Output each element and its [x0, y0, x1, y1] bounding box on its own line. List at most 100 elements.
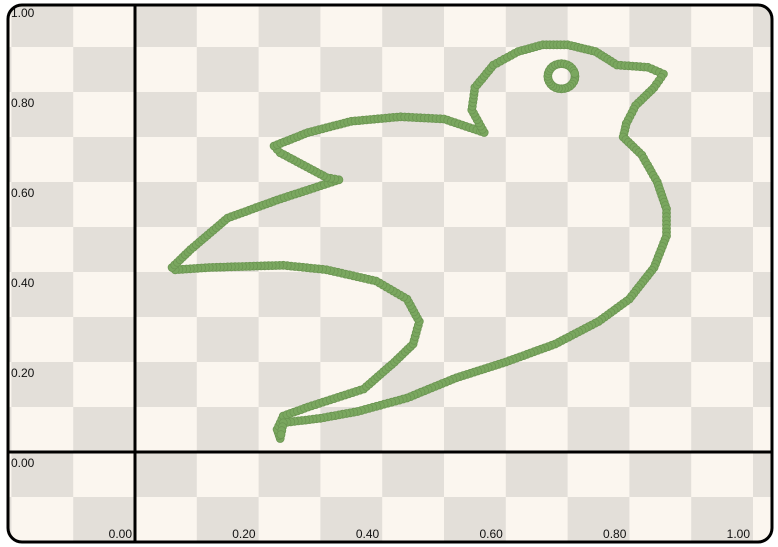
checker-cell — [11, 5, 74, 48]
checker-cell — [135, 92, 198, 138]
checker-cell — [196, 362, 260, 408]
data-point — [276, 430, 286, 440]
checker-cell — [258, 497, 321, 542]
checker-cell — [444, 5, 507, 48]
checker-cell — [320, 452, 383, 498]
checker-cell — [444, 227, 507, 273]
checker-cell — [73, 317, 136, 363]
checker-cell — [8, 182, 12, 228]
checker-cell — [73, 92, 136, 138]
checker-cell — [8, 497, 12, 542]
checker-cell — [505, 452, 569, 498]
x-tick-label: 0.40 — [356, 527, 380, 541]
checker-cell — [135, 272, 198, 318]
checker-cell — [753, 362, 772, 408]
checker-cell — [11, 47, 74, 93]
checker-cell — [629, 407, 692, 453]
checker-cell — [258, 452, 321, 498]
checker-cell — [691, 272, 754, 318]
checker-cell — [8, 362, 12, 408]
checker-cell — [320, 317, 383, 363]
checker-cell — [629, 5, 692, 48]
checker-cell — [11, 407, 74, 453]
checker-cell — [382, 452, 445, 498]
checker-cell — [505, 5, 569, 48]
tick-labels: 0.00 0.20 0.40 0.60 0.80 1.00 0.00 0.20 0.40 0.60… — [11, 6, 750, 541]
checker-cell — [135, 182, 198, 228]
checker-cell — [505, 272, 569, 318]
x-tick-label: 0.00 — [109, 527, 133, 541]
checker-cell — [567, 227, 630, 273]
x-tick-label: 0.80 — [603, 527, 627, 541]
y-tick-label: 1.00 — [11, 6, 35, 20]
checker-cell — [196, 47, 260, 93]
x-tick-label: 1.00 — [727, 527, 751, 541]
checker-cell — [753, 182, 772, 228]
checker-cell — [382, 407, 445, 453]
y-tick-label: 0.20 — [11, 366, 35, 380]
checker-cell — [753, 5, 772, 48]
checker-cell — [196, 452, 260, 498]
checker-cell — [320, 47, 383, 93]
checker-cell — [444, 407, 507, 453]
checker-cell — [135, 137, 198, 183]
data-points — [167, 40, 671, 443]
checker-cell — [73, 5, 136, 48]
checker-cell — [567, 497, 630, 542]
x-tick-label: 0.60 — [479, 527, 503, 541]
checker-cell — [73, 182, 136, 228]
checker-cell — [11, 497, 74, 542]
checker-cell — [691, 137, 754, 183]
checker-cell — [320, 227, 383, 273]
checker-cell — [258, 5, 321, 48]
checker-cell — [444, 497, 507, 542]
y-tick-label: 0.40 — [11, 276, 35, 290]
checker-cell — [691, 452, 754, 498]
checker-cell — [505, 227, 569, 273]
checker-cell — [382, 137, 445, 183]
checker-cell — [73, 497, 136, 542]
checker-cell — [258, 362, 321, 408]
checker-cell — [8, 272, 12, 318]
checker-cell — [629, 497, 692, 542]
checker-cell — [629, 452, 692, 498]
checker-cell — [629, 317, 692, 363]
checker-cell — [444, 137, 507, 183]
checker-cell — [196, 407, 260, 453]
checker-cell — [691, 5, 754, 48]
checker-cell — [73, 227, 136, 273]
checker-cell — [320, 182, 383, 228]
checker-cell — [135, 47, 198, 93]
checker-cell — [196, 92, 260, 138]
checker-cell — [753, 47, 772, 93]
checker-cell — [382, 182, 445, 228]
checker-cell — [135, 497, 198, 542]
checker-cell — [8, 452, 12, 498]
checker-cell — [258, 317, 321, 363]
checker-cell — [753, 137, 772, 183]
checker-cell — [629, 272, 692, 318]
checker-cell — [73, 47, 136, 93]
checker-cell — [567, 452, 630, 498]
checker-cell — [11, 362, 74, 408]
checker-cell — [444, 272, 507, 318]
checker-cell — [505, 497, 569, 542]
checker-cell — [567, 182, 630, 228]
checker-cell — [258, 272, 321, 318]
checker-cell — [8, 137, 12, 183]
checker-cell — [196, 497, 260, 542]
checker-cell — [505, 407, 569, 453]
y-tick-label: 0.80 — [11, 96, 35, 110]
checker-cell — [196, 272, 260, 318]
checker-cell — [8, 5, 12, 48]
checker-cell — [567, 92, 630, 138]
checker-cell — [753, 317, 772, 363]
checker-cell — [382, 227, 445, 273]
checker-cell — [567, 362, 630, 408]
checker-cell — [567, 407, 630, 453]
checker-cell — [691, 497, 754, 542]
checker-cell — [258, 47, 321, 93]
checker-cell — [8, 47, 12, 93]
